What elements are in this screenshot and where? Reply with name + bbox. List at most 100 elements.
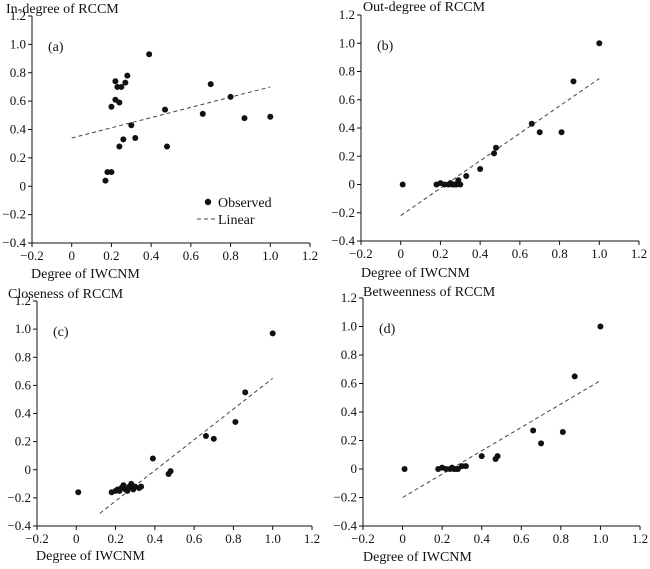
panel-b-xtick-label: 0.4 xyxy=(472,246,489,261)
panel-a-point xyxy=(164,143,171,150)
panel-d-ytick-label: 0.2 xyxy=(341,433,357,448)
panel-b-ytick-label: 1.0 xyxy=(339,35,355,50)
panel-b-point xyxy=(491,150,498,157)
panel-d-ytick-label: 1.0 xyxy=(341,319,357,334)
panel-c-point xyxy=(75,489,82,496)
panel-c-point xyxy=(242,389,249,396)
panel-c-point xyxy=(202,433,209,439)
panel-b-ytick-label: 0.6 xyxy=(339,92,356,107)
panel-c-point xyxy=(210,435,217,442)
panel-b-point xyxy=(477,165,484,172)
legend-observed-label: Observed xyxy=(218,196,272,211)
panel-a-ytick-label: −0.2 xyxy=(2,207,26,222)
panel-a-ytick-label: 0 xyxy=(20,178,27,193)
panel-a-ytick-label: 0.4 xyxy=(10,122,27,137)
panel-a-point xyxy=(132,135,139,142)
panel-a-point xyxy=(116,143,123,150)
panel-b-point xyxy=(457,181,464,188)
panel-b-point xyxy=(570,78,577,85)
panel-c-ytick-label: 1.0 xyxy=(15,321,31,336)
panel-a-xtick-label: 1.0 xyxy=(262,248,278,263)
panel-b-ytick-label: 0.8 xyxy=(339,64,355,79)
panel-d-point xyxy=(538,440,545,447)
panel-b-ytick-label: −0.4 xyxy=(331,233,355,248)
panel-c-ytick-label: 1.2 xyxy=(15,293,31,308)
panel-a-xtick-label: −0.2 xyxy=(20,248,44,263)
panel-a-point xyxy=(120,136,127,143)
panel-c-xtick-label: 0.2 xyxy=(107,531,123,546)
panel-c-ytick-label: 0.8 xyxy=(15,349,31,364)
panel-a-xtick-label: 0.4 xyxy=(143,248,160,263)
panel-b-xtick-label: 1.2 xyxy=(631,246,647,261)
panel-a-point xyxy=(112,78,119,85)
panel-c-ytick-label: 0.4 xyxy=(15,406,32,421)
panel-d-xtick-label: 0.8 xyxy=(553,531,569,546)
panel-d-point xyxy=(462,463,469,470)
panel-b-point xyxy=(596,40,603,47)
panel-c-ytick-label: −0.2 xyxy=(7,490,31,505)
panel-a-ytick-label: 0.6 xyxy=(10,93,27,108)
panel-b-point xyxy=(399,181,406,188)
panel-c-xtick-label: 0.4 xyxy=(147,531,164,546)
panel-c-point xyxy=(167,468,174,475)
panel-d-point xyxy=(478,453,485,460)
panel-a-point xyxy=(118,83,125,90)
panel-d-point xyxy=(401,466,408,472)
panel-d-xlabel: Degree of IWCNM xyxy=(363,550,472,565)
panel-c-xlabel: Degree of IWCNM xyxy=(36,549,145,564)
panel-c-xtick-label: 0.6 xyxy=(186,531,203,546)
panel-a-point xyxy=(128,122,135,129)
panel-c-title: Closeness of RCCM xyxy=(8,287,124,302)
panel-d-ytick-label: 0.4 xyxy=(341,404,358,419)
panel-a-ytick-label: 0.2 xyxy=(10,150,26,165)
panel-a-point xyxy=(267,113,274,120)
panel-d-xtick-label: 0 xyxy=(399,531,406,546)
panel-b-point xyxy=(463,173,470,180)
panel-c-xtick-label: 1.2 xyxy=(304,531,320,546)
panel-b-ytick-label: 0.2 xyxy=(339,148,355,163)
panel-a-point xyxy=(102,177,109,184)
panel-d-letter: (d) xyxy=(379,322,396,337)
panel-a-linear-fit xyxy=(71,86,271,139)
panel-c-xtick-label: 1.0 xyxy=(265,531,281,546)
panel-b-ytick-label: 0 xyxy=(349,177,356,192)
panel-a-title: In-degree of RCCM xyxy=(6,2,119,17)
panel-d-ytick-label: 1.2 xyxy=(341,290,357,305)
panel-b-xtick-label: 0 xyxy=(397,246,404,261)
panel-c-letter: (c) xyxy=(53,325,69,340)
panel-d-point xyxy=(530,427,537,434)
panel-a-xlabel: Degree of IWCNM xyxy=(31,267,140,282)
panel-a-point xyxy=(199,110,206,117)
panel-b-letter: (b) xyxy=(377,39,394,54)
panel-b-title: Out-degree of RCCM xyxy=(363,0,486,15)
panel-a-point xyxy=(108,169,115,176)
panel-d-xtick-label: 1.0 xyxy=(592,531,608,546)
panel-b-xlabel: Degree of IWCNM xyxy=(361,266,470,281)
panel-d-point xyxy=(597,323,604,330)
panel-a-xtick-label: 0.6 xyxy=(183,248,200,263)
panel-d-point xyxy=(571,373,578,380)
panel-c-point xyxy=(269,330,276,337)
legend-observed-marker xyxy=(204,198,212,206)
panel-a-point xyxy=(108,103,115,110)
panel-c-ytick-label: −0.4 xyxy=(7,518,31,533)
panel-a-ytick-label: 1.0 xyxy=(10,36,26,51)
panel-b-xtick-label: 0.8 xyxy=(551,246,567,261)
panel-a-point xyxy=(116,99,123,106)
panel-a-xtick-label: 0.8 xyxy=(222,248,238,263)
panel-a-xtick-label: 0.2 xyxy=(103,248,119,263)
panel-c-ytick-label: 0.6 xyxy=(15,377,32,392)
panel-d-title: Betweenness of RCCM xyxy=(363,285,496,300)
legend-linear-label: Linear xyxy=(218,213,255,228)
panel-d-linear-fit xyxy=(402,380,601,498)
panel-b-point xyxy=(493,144,500,151)
panel-d-xtick-label: 0.6 xyxy=(513,531,530,546)
panel-d-point xyxy=(494,453,501,460)
panel-a-point xyxy=(124,72,131,79)
panel-c-point xyxy=(149,455,156,462)
panel-b-point xyxy=(536,129,543,136)
panel-a-ytick-label: 1.2 xyxy=(10,8,26,23)
panel-a-xtick-label: 1.2 xyxy=(302,248,318,263)
panel-a-point xyxy=(227,93,234,100)
